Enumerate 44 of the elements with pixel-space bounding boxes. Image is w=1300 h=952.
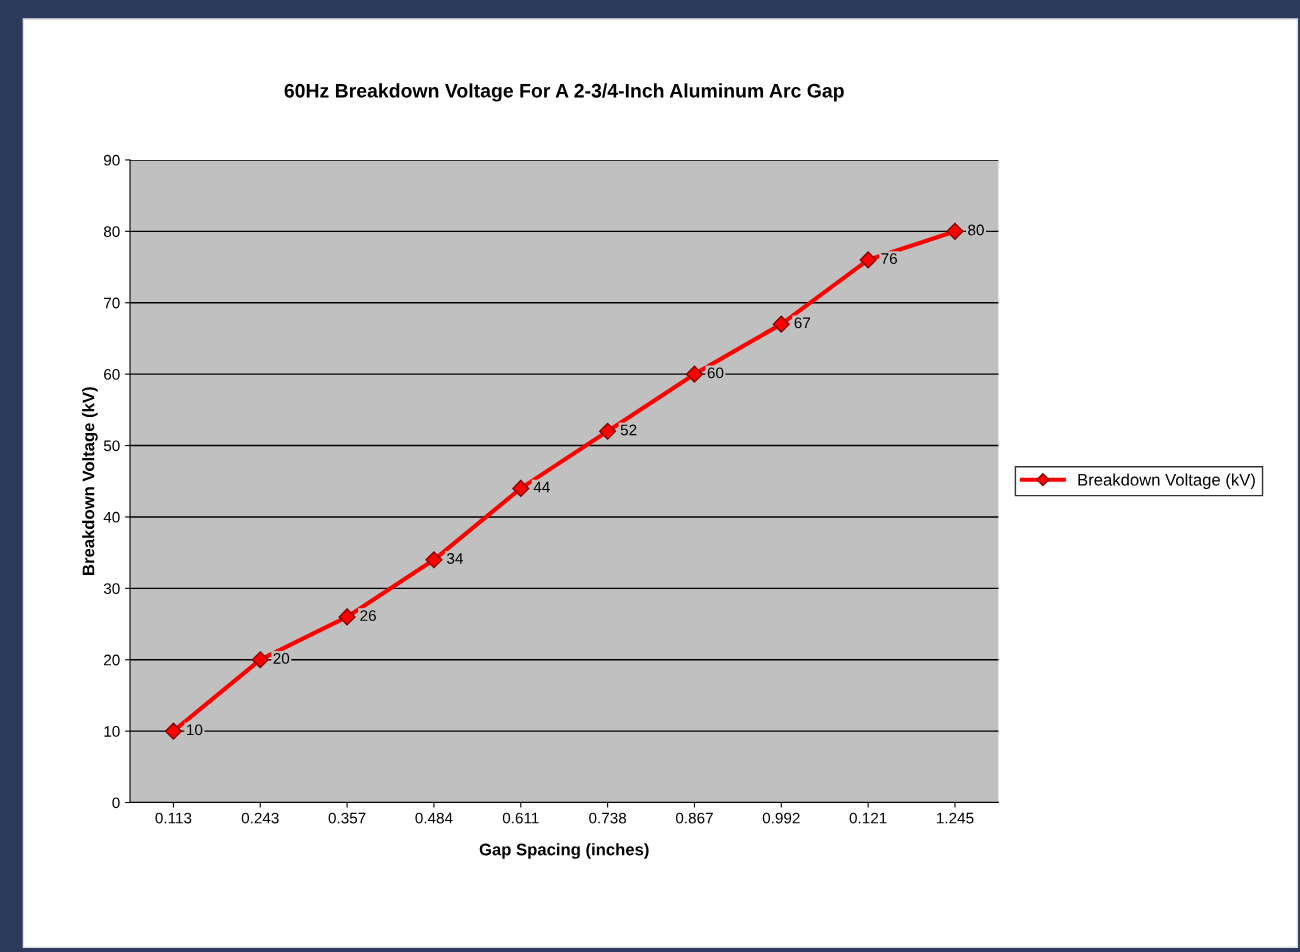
- data-label: 26: [360, 610, 376, 621]
- point: [425, 551, 443, 569]
- y-tick-label: 80: [103, 226, 120, 238]
- y-axis-title: Breakdown Voltage (kV): [82, 387, 98, 575]
- y-tick-label: 70: [104, 297, 120, 309]
- x-tick-label: 0.738: [589, 812, 627, 824]
- x-tick-label: 1.245: [937, 812, 974, 824]
- data-label: 44: [533, 481, 550, 493]
- x-tick-label: 0.867: [675, 812, 713, 824]
- chart-title: 60Hz Breakdown Voltage For A 2-3/4-Inch Aluminum Arc Gap: [284, 83, 844, 102]
- y-tick-label: 40: [103, 511, 120, 523]
- y-tick-label: 90: [104, 154, 120, 166]
- x-tick-label: 0.992: [762, 812, 800, 824]
- data-label: 76: [881, 253, 897, 264]
- y-tick-label: 30: [103, 583, 120, 595]
- x-tick-label: 0.243: [241, 812, 279, 824]
- point: [338, 608, 356, 626]
- x-tick-label: 0.357: [328, 812, 366, 824]
- point: [251, 651, 269, 669]
- data-label: 20: [273, 653, 290, 664]
- x-tick-label: 0.611: [502, 812, 539, 824]
- data-label: 80: [968, 224, 984, 236]
- point: [772, 315, 790, 333]
- legend-label: Breakdown Voltage (kV): [1078, 473, 1255, 489]
- point: [599, 422, 617, 440]
- point: [946, 222, 964, 240]
- x-tick-label: 0.113: [155, 812, 192, 824]
- point: [512, 479, 530, 497]
- point: [685, 365, 704, 383]
- x-axis-title: Gap Spacing (inches): [479, 843, 649, 859]
- data-label: 52: [620, 424, 637, 436]
- point: [164, 722, 182, 740]
- y-tick-label: 20: [104, 654, 120, 666]
- y-tick-label: 10: [104, 726, 120, 737]
- y-tick-label: 0: [112, 797, 120, 809]
- data-label: 67: [794, 317, 811, 329]
- point: [859, 251, 877, 269]
- data-label: 34: [447, 553, 463, 564]
- x-tick-label: 0.121: [849, 812, 887, 824]
- data-label: 10: [187, 724, 203, 736]
- x-tick-label: 0.484: [415, 812, 453, 824]
- y-tick-label: 60: [104, 369, 120, 380]
- data-label: 60: [707, 367, 724, 379]
- y-tick-label: 50: [103, 440, 120, 452]
